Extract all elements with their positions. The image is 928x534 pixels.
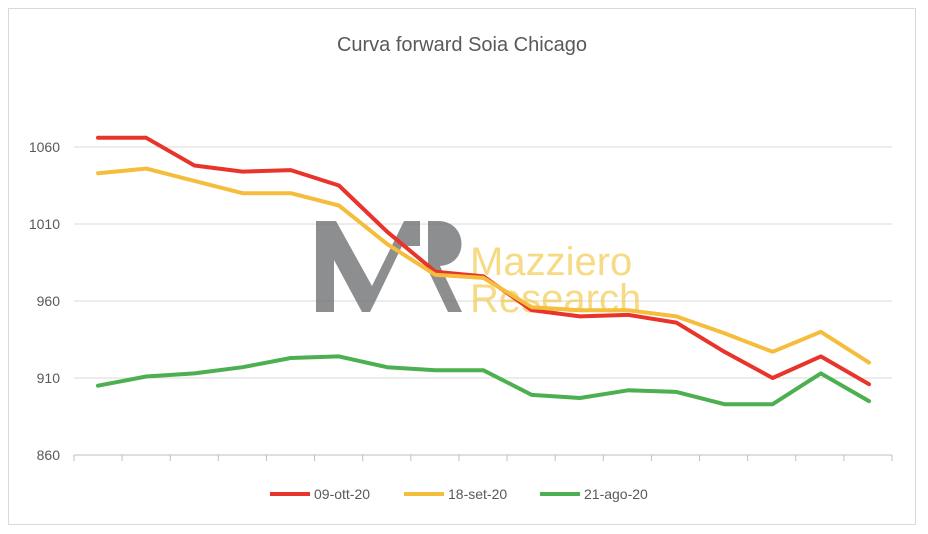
series-line-21-ago-20 [96,354,871,407]
watermark-logo: Mazziero Research [316,221,641,321]
legend-label: 18-set-20 [448,486,507,502]
watermark-mr-mark [316,221,462,312]
y-tick-label: 860 [37,447,61,463]
watermark-line1: Mazziero [470,240,632,284]
legend-label: 09-ott-20 [314,486,370,502]
y-axis-ticks: 860 910 960 1010 1060 [29,139,60,463]
y-tick-label: 1010 [29,216,60,232]
series-lines [96,135,871,407]
y-tick-label: 910 [37,370,61,386]
chart-title: Curva forward Soia Chicago [337,34,587,56]
chart-frame [8,8,916,525]
y-tick-label: 960 [37,293,61,309]
gridlines [74,146,892,456]
legend-label: 21-ago-20 [584,486,648,502]
legend: 09-ott-20 18-set-20 21-ago-20 [270,486,648,502]
y-tick-label: 1060 [29,139,60,155]
x-axis-ticks [73,455,893,461]
